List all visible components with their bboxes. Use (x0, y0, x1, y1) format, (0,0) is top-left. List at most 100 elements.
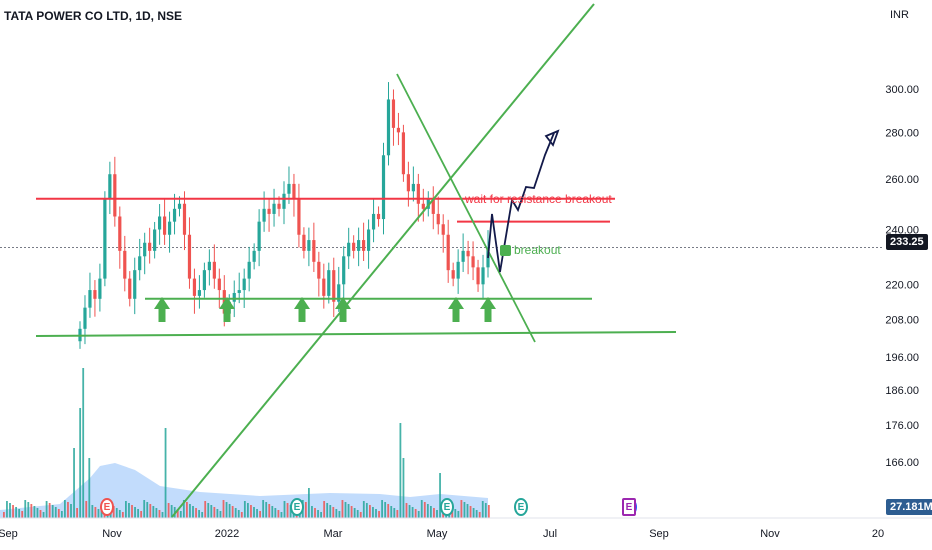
projection-path (487, 129, 560, 273)
volume-bar (3, 512, 5, 518)
volume-bar (304, 502, 307, 518)
volume-bar (15, 507, 17, 518)
rising-trendline (171, 3, 595, 518)
up-arrow-icon (335, 297, 351, 322)
candle-body (481, 267, 485, 285)
volume-bar (405, 503, 408, 518)
volume-bar (182, 500, 185, 518)
volume-bar (253, 507, 255, 518)
volume-bar (158, 510, 161, 518)
resistance-note: wait for resistance breakout (465, 192, 612, 206)
volume-bar (97, 509, 100, 518)
time-tick-label: Mar (324, 528, 343, 540)
volume-bar (344, 502, 347, 518)
candle-body (461, 250, 465, 262)
candle-body (242, 278, 246, 291)
volume-bar (204, 501, 207, 518)
candle-body (352, 242, 356, 251)
volume-bar (85, 501, 88, 518)
volume-bar (24, 500, 27, 518)
volume-bar (70, 504, 72, 518)
volume-bar (54, 507, 57, 518)
volume-bar (362, 501, 365, 518)
volume-bar (335, 509, 338, 518)
volume-bar (167, 503, 170, 518)
volume-bar (125, 501, 127, 518)
event-marker-icon[interactable]: E (440, 498, 454, 516)
volume-bar (247, 503, 249, 518)
candle-body (406, 174, 410, 192)
candle-body (431, 198, 435, 214)
volume-bar (73, 448, 75, 518)
time-axis[interactable]: Sep Nov 2022 Mar May Jul Sep Nov 20 (0, 517, 932, 540)
volume-bar (128, 503, 130, 518)
volume-bar (274, 508, 277, 518)
volume-bar (170, 505, 173, 518)
candle-body (416, 183, 420, 204)
price-axis[interactable]: 300.00 280.00 260.00 240.00 220.00 208.00 196.… (885, 84, 919, 469)
volume-bar (262, 500, 265, 518)
time-tick-label: 2022 (215, 528, 239, 540)
event-marker-icon[interactable]: E (100, 498, 114, 516)
volume-bar (338, 511, 341, 518)
price-tick-label: 260.00 (885, 174, 919, 186)
volume-bar (143, 500, 146, 518)
candle-body (322, 278, 326, 296)
volume-bar (308, 488, 310, 518)
volume-bar (341, 500, 344, 518)
candle-body (411, 183, 415, 192)
price-tick-label: 240.00 (885, 224, 919, 236)
volume-bar (436, 510, 438, 518)
volume-bar (189, 504, 191, 518)
volume-bar (457, 511, 460, 518)
candle-body (277, 203, 281, 209)
volume-bar (88, 458, 91, 518)
volume-bar (82, 368, 85, 518)
volume-bar (94, 507, 97, 518)
volume-bar (393, 508, 396, 518)
volume-bar (45, 501, 48, 518)
volume-bar (399, 423, 402, 518)
volume-bar (466, 504, 469, 518)
volume-bar (277, 510, 280, 518)
time-tick-label: Sep (0, 528, 18, 540)
volume-bar (115, 508, 118, 518)
candle-body (456, 261, 460, 279)
price-tag: 233.25 (886, 234, 928, 250)
candle-body (83, 307, 87, 329)
candle-body (108, 174, 112, 199)
volume-bar (481, 501, 484, 518)
candle-body (103, 198, 107, 279)
volume-bar (155, 508, 158, 518)
candle-body (88, 290, 92, 308)
volume-bar (9, 503, 11, 518)
volume-bar (179, 511, 182, 518)
volume-bar (231, 506, 234, 518)
volume-bar (6, 501, 8, 518)
volume-bar (396, 510, 399, 518)
candle-body (471, 256, 475, 268)
volume-bar (433, 508, 435, 518)
volume-bar (359, 512, 362, 518)
event-marker-icon[interactable]: E (290, 498, 304, 516)
volume-bar (271, 506, 274, 518)
candle-body (357, 240, 361, 251)
currency-label: INR (890, 9, 909, 21)
symbol-title: TATA POWER CO LTD, 1D, NSE (4, 9, 182, 23)
volume-bar (198, 510, 200, 518)
candle-body (192, 278, 197, 296)
price-tick-label: 208.00 (885, 315, 919, 327)
volume-bar (347, 504, 350, 518)
time-tick-label: Nov (102, 528, 122, 540)
volume-bar (176, 509, 179, 518)
event-marker-icon[interactable]: E (514, 498, 528, 516)
volume-bar (430, 506, 432, 518)
volume-bar (365, 503, 368, 518)
price-tick-label: 166.00 (885, 457, 919, 469)
volume-bar (402, 458, 405, 518)
projection-arrowhead-icon (544, 129, 560, 147)
earnings-marker-icon[interactable]: E (622, 498, 636, 516)
volume-bar (439, 473, 441, 518)
candle-body (466, 250, 470, 257)
